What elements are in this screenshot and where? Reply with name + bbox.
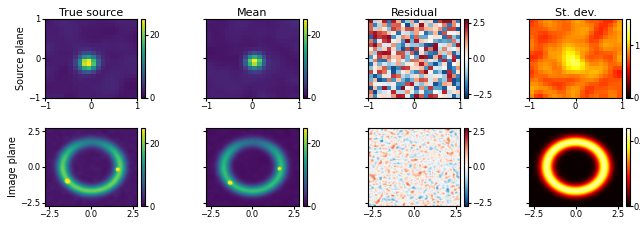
Y-axis label: Source plane: Source plane [15, 26, 26, 90]
Title: Mean: Mean [237, 8, 268, 18]
Title: True source: True source [59, 8, 123, 18]
Title: St. dev.: St. dev. [555, 8, 596, 18]
Y-axis label: Image plane: Image plane [8, 137, 18, 197]
Title: Residual: Residual [390, 8, 438, 18]
